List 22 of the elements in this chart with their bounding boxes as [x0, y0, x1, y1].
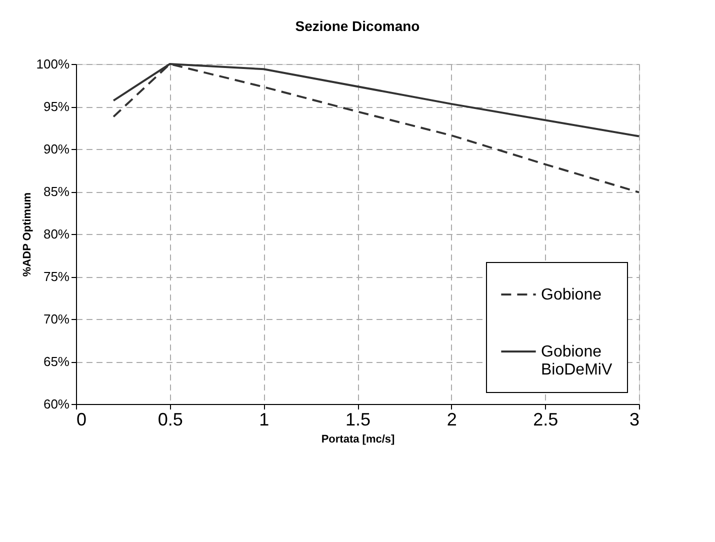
- x-axis-title: Portata [mc/s]: [321, 434, 396, 446]
- x-tick-label: 0.5: [158, 410, 183, 430]
- x-tick-label: 2.5: [533, 410, 558, 430]
- y-tick-label: 85%: [43, 184, 70, 199]
- y-tick-label: 75%: [43, 269, 70, 284]
- x-tick-label: 1: [259, 410, 270, 430]
- y-tick-label: 80%: [43, 226, 70, 242]
- legend-label: Gobione: [541, 286, 602, 304]
- y-tick-label: 60%: [43, 396, 70, 412]
- x-tick-label: 0: [76, 410, 87, 430]
- x-tick-label: 2: [446, 410, 457, 430]
- y-tick-label: 95%: [43, 99, 70, 114]
- y-axis-title: %ADP Optimum: [21, 192, 34, 277]
- y-tick-label: 70%: [43, 312, 70, 326]
- chart-title: Sezione Dicomano: [295, 18, 420, 34]
- line-series: [112, 63, 640, 194]
- y-tick-label: 90%: [43, 142, 70, 156]
- y-tick-label: 65%: [43, 354, 70, 369]
- legend-label: Gobione BioDeMiV: [541, 344, 612, 378]
- x-tick-label: 1.5: [345, 410, 371, 430]
- x-tick-label: 3: [629, 410, 640, 430]
- y-tick-label: 100%: [36, 56, 70, 72]
